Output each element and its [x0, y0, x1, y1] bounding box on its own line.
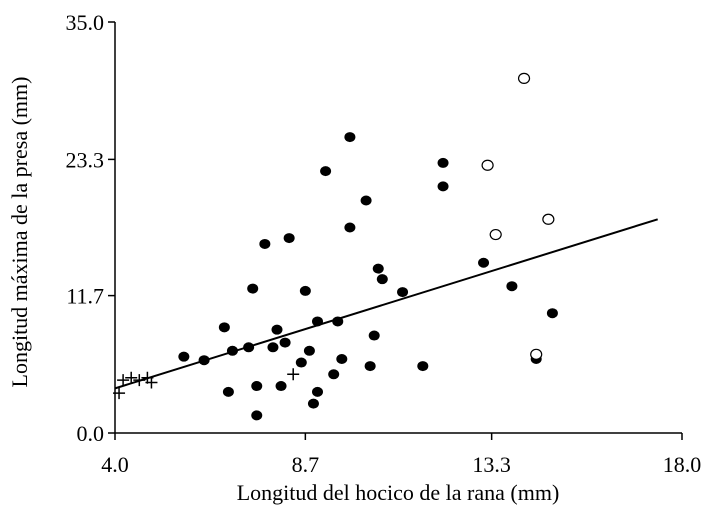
filled-point [275, 381, 287, 392]
filled-point [312, 316, 323, 327]
filled-point [320, 166, 332, 177]
plus-point [287, 368, 300, 381]
filled-point [328, 369, 340, 380]
filled-point [279, 337, 291, 348]
filled-point [546, 308, 558, 319]
filled-point [364, 361, 376, 372]
filled-point [478, 257, 490, 268]
ticks: 4.0 8.7 13.3 18.0 0.0 11.7 23.3 35.0 [66, 10, 702, 477]
y-tick-label: 23.3 [66, 147, 105, 172]
filled-point [222, 386, 234, 397]
y-tick-label: 11.7 [66, 284, 104, 309]
filled-point [437, 181, 449, 192]
trend-line [114, 218, 658, 390]
filled-point [372, 263, 384, 274]
x-tick-label: 8.7 [292, 452, 320, 477]
plus-point [117, 374, 130, 387]
filled-point [198, 355, 210, 366]
filled-point [259, 238, 271, 249]
filled-point [243, 342, 255, 353]
filled-point [332, 316, 344, 327]
y-tick-label: 0.0 [77, 421, 105, 446]
x-tick-label: 18.0 [663, 452, 702, 477]
open-point [481, 159, 494, 171]
data-points [113, 72, 558, 421]
x-tick-label: 4.0 [101, 452, 129, 477]
filled-point [247, 283, 259, 294]
filled-point [251, 381, 263, 392]
filled-point [283, 233, 295, 244]
open-point [530, 348, 543, 360]
plus-point [133, 374, 146, 387]
open-point [542, 213, 555, 225]
axes [114, 22, 682, 434]
filled-point [506, 281, 518, 292]
filled-point [344, 222, 356, 233]
filled-point [376, 274, 388, 285]
x-tick-label: 13.3 [472, 452, 511, 477]
filled-point [344, 132, 356, 143]
filled-point [307, 398, 319, 409]
filled-point [303, 345, 315, 356]
y-tick-label: 35.0 [66, 10, 105, 35]
filled-point [271, 324, 283, 335]
filled-point [218, 322, 230, 333]
open-point [517, 72, 531, 84]
trendline-group [114, 218, 658, 390]
filled-point [397, 287, 409, 298]
x-axis-title: Longitud del hocico de la rana (mm) [237, 480, 560, 505]
filled-point [336, 354, 348, 365]
filled-point [312, 386, 323, 397]
filled-point [368, 330, 380, 341]
filled-point [295, 357, 307, 368]
filled-point [251, 410, 263, 421]
filled-point [437, 157, 449, 168]
y-axis-title: Longitud máxima de la presa (mm) [7, 77, 32, 388]
filled-point [178, 351, 190, 362]
filled-point [299, 285, 311, 296]
filled-point [267, 342, 279, 353]
filled-point [417, 361, 429, 372]
filled-point [226, 345, 238, 356]
filled-point [360, 195, 372, 206]
plus-point [145, 376, 158, 389]
plus-point [125, 371, 138, 384]
open-point [489, 228, 502, 241]
plus-point [113, 387, 126, 400]
